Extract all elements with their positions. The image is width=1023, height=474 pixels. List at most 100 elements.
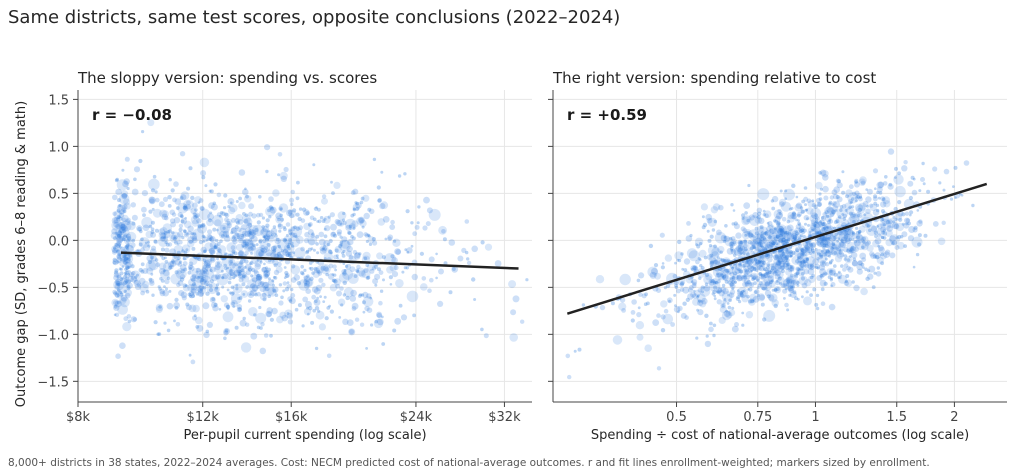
scatter-point	[736, 275, 743, 282]
scatter-point	[172, 254, 180, 262]
scatter-point	[185, 232, 189, 236]
scatter-point	[290, 287, 294, 292]
scatter-point	[665, 283, 671, 289]
right-panel: The right version: spending relative to …	[548, 69, 1007, 443]
scatter-point	[803, 196, 809, 202]
fit-line	[120, 251, 519, 270]
scatter-point	[741, 323, 745, 327]
scatter-point	[263, 269, 271, 277]
scatter-point	[763, 275, 773, 286]
scatter-point	[821, 222, 826, 227]
scatter-point	[780, 250, 785, 254]
scatter-point	[158, 268, 166, 275]
scatter-point	[687, 293, 694, 300]
scatter-point	[814, 217, 819, 221]
scatter-point	[342, 211, 346, 216]
scatter-point	[809, 293, 813, 297]
scatter-point	[888, 182, 893, 187]
scatter-point	[170, 188, 175, 193]
scatter-point	[621, 308, 626, 313]
scatter-point	[292, 251, 296, 255]
scatter-point	[361, 225, 365, 229]
scatter-point	[869, 203, 874, 208]
scatter-point	[240, 258, 246, 264]
scatter-point	[818, 220, 822, 224]
scatter-point	[836, 239, 840, 243]
scatter-point	[169, 260, 177, 267]
scatter-point	[716, 279, 721, 284]
scatter-point	[117, 288, 121, 292]
scatter-point	[253, 269, 258, 274]
scatter-point	[130, 271, 136, 276]
scatter-point	[370, 323, 374, 327]
scatter-point	[197, 285, 207, 295]
scatter-point	[774, 288, 778, 292]
scatter-point	[172, 197, 177, 203]
scatter-point	[138, 267, 143, 273]
scatter-point	[724, 224, 728, 228]
scatter-point	[332, 264, 337, 269]
scatter-point	[841, 190, 846, 195]
scatter-point	[117, 253, 122, 257]
scatter-point	[700, 290, 705, 294]
scatter-point	[129, 272, 134, 278]
scatter-point	[692, 298, 700, 306]
scatter-point	[268, 205, 273, 210]
scatter-point	[651, 267, 658, 275]
scatter-point	[178, 227, 183, 232]
scatter-point	[648, 243, 654, 249]
scatter-point	[122, 322, 132, 332]
scatter-point	[308, 267, 312, 270]
scatter-point	[230, 231, 234, 235]
scatter-point	[696, 295, 700, 299]
scatter-point	[854, 190, 860, 196]
scatter-point	[894, 217, 898, 222]
scatter-point	[215, 274, 220, 280]
scatter-point	[231, 249, 236, 254]
scatter-point	[196, 267, 201, 273]
scatter-point	[960, 194, 964, 197]
scatter-point	[251, 274, 259, 282]
scatter-point	[328, 249, 333, 255]
scatter-point	[174, 270, 179, 275]
scatter-point	[149, 196, 157, 204]
scatter-point	[170, 234, 176, 240]
scatter-point	[120, 220, 132, 232]
scatter-point	[733, 280, 738, 284]
scatter-point	[191, 277, 196, 282]
scatter-point	[689, 233, 693, 238]
scatter-point	[127, 275, 134, 283]
scatter-point	[114, 300, 122, 308]
scatter-point	[320, 265, 326, 271]
y-tick-label: 0.5	[48, 187, 69, 202]
scatter-point	[880, 252, 884, 257]
scatter-point	[742, 263, 747, 268]
scatter-point	[694, 237, 704, 246]
scatter-point	[307, 229, 314, 236]
scatter-point	[903, 244, 907, 249]
scatter-point	[255, 273, 262, 280]
scatter-point	[168, 178, 172, 182]
scatter-point	[253, 313, 257, 317]
scatter-point	[279, 213, 284, 218]
scatter-point	[389, 224, 396, 231]
scatter-point	[169, 231, 181, 243]
scatter-point	[386, 266, 394, 274]
scatter-point	[480, 240, 485, 245]
scatter-point	[121, 193, 128, 199]
scatter-point	[853, 239, 861, 247]
scatter-point	[844, 208, 848, 212]
scatter-point	[222, 272, 229, 280]
scatter-point	[374, 283, 378, 287]
right-points	[565, 148, 975, 380]
scatter-point	[744, 281, 750, 286]
scatter-point	[342, 250, 346, 254]
scatter-point	[127, 257, 131, 262]
scatter-point	[716, 256, 720, 260]
scatter-point	[239, 319, 247, 327]
scatter-point	[224, 252, 228, 256]
scatter-point	[209, 269, 213, 273]
scatter-point	[822, 185, 829, 193]
scatter-point	[698, 258, 702, 262]
scatter-point	[173, 255, 178, 259]
